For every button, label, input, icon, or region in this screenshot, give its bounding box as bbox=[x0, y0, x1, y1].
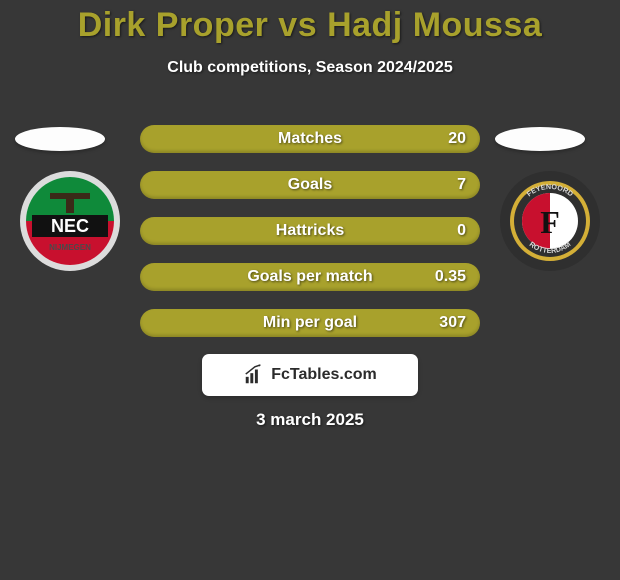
subtitle: Club competitions, Season 2024/2025 bbox=[0, 59, 620, 77]
stat-value: 0.35 bbox=[435, 268, 466, 286]
stat-label: Goals per match bbox=[247, 268, 372, 286]
stat-label: Matches bbox=[278, 130, 342, 148]
left-club-logo: NEC NIJMEGEN bbox=[20, 171, 120, 271]
svg-text:F: F bbox=[540, 204, 560, 240]
stat-bar: Goals per match 0.35 bbox=[140, 263, 480, 291]
brand-text: FcTables.com bbox=[271, 366, 377, 384]
stat-label: Goals bbox=[288, 176, 332, 194]
stat-label: Hattricks bbox=[276, 222, 344, 240]
bar-chart-icon bbox=[243, 364, 265, 386]
stat-value: 20 bbox=[448, 130, 466, 148]
date-text: 3 march 2025 bbox=[0, 410, 620, 430]
stat-value: 307 bbox=[439, 314, 466, 332]
right-player-ellipse bbox=[495, 127, 585, 151]
stat-bar: Matches 20 bbox=[140, 125, 480, 153]
stat-bar: Goals 7 bbox=[140, 171, 480, 199]
svg-text:NIJMEGEN: NIJMEGEN bbox=[49, 243, 91, 252]
stat-bar: Min per goal 307 bbox=[140, 309, 480, 337]
comparison-card: Dirk Proper vs Hadj Moussa Club competit… bbox=[0, 0, 620, 580]
stat-label: Min per goal bbox=[263, 314, 357, 332]
feyenoord-logo-icon: F FEYENOORD ROTTERDAM bbox=[500, 171, 600, 271]
nec-logo-icon: NEC NIJMEGEN bbox=[20, 171, 120, 271]
page-title: Dirk Proper vs Hadj Moussa bbox=[0, 0, 620, 45]
right-club-logo: F FEYENOORD ROTTERDAM bbox=[500, 171, 600, 271]
stat-value: 0 bbox=[457, 222, 466, 240]
stat-bar: Hattricks 0 bbox=[140, 217, 480, 245]
left-player-ellipse bbox=[15, 127, 105, 151]
brand-badge: FcTables.com bbox=[202, 354, 418, 396]
stat-value: 7 bbox=[457, 176, 466, 194]
stat-bars: Matches 20 Goals 7 Hattricks 0 Goals per match… bbox=[140, 125, 480, 355]
svg-text:NEC: NEC bbox=[51, 216, 89, 236]
